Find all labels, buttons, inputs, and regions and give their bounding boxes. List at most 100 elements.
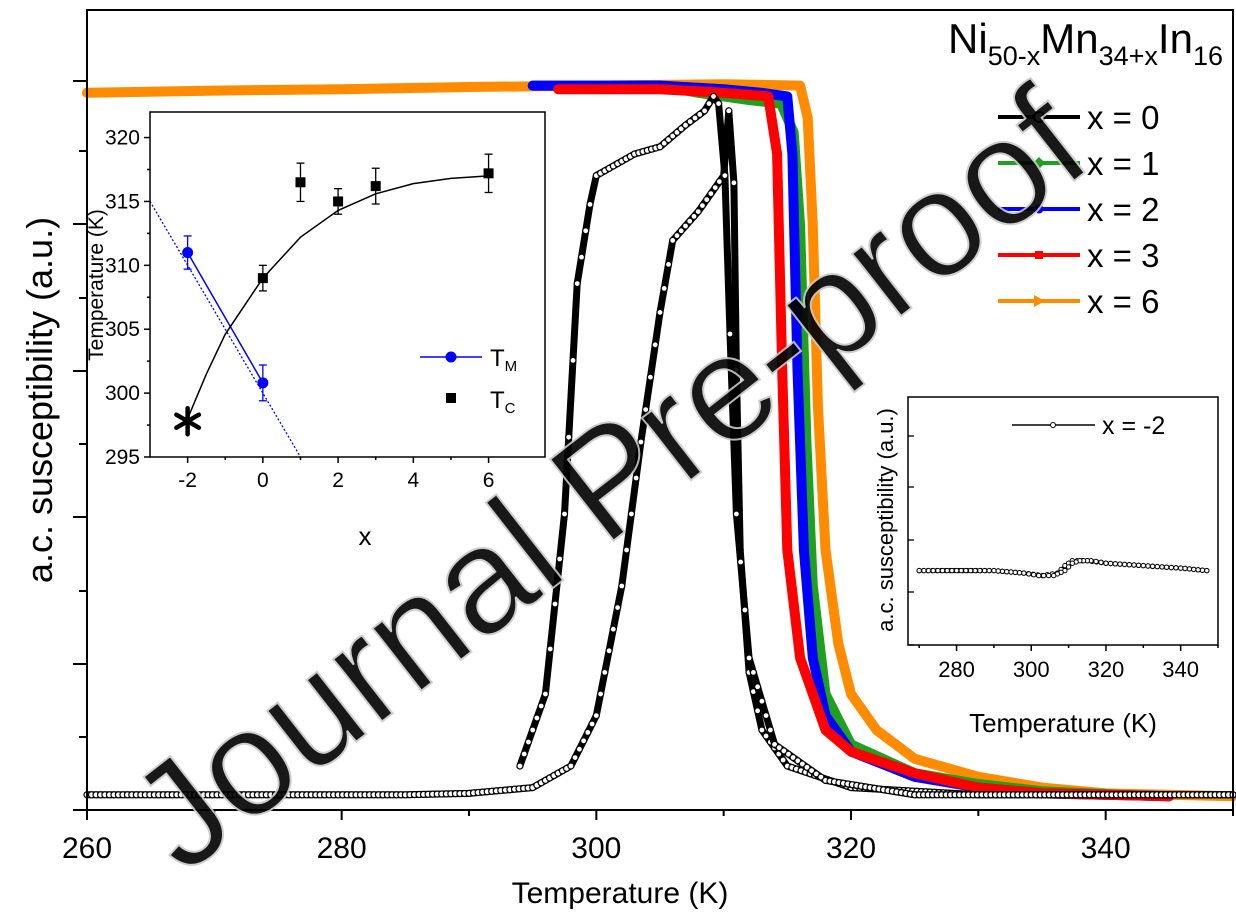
composition-annotation: Ni50-xMn34+xIn16 xyxy=(948,15,1223,71)
main-x0-marker xyxy=(573,280,581,288)
inset-right-marker xyxy=(1117,561,1123,567)
main-x0-marker xyxy=(691,114,699,122)
main-x-axis-label: Temperature (K) xyxy=(512,877,729,910)
main-x0-marker xyxy=(660,284,668,292)
inset-left-y-tick-label: 295 xyxy=(105,446,140,469)
inset-right-marker xyxy=(986,567,992,574)
inset-right-marker xyxy=(1145,563,1151,569)
inset-right-x-tick-label: 340 xyxy=(1162,657,1199,682)
main-x0-marker xyxy=(686,217,694,225)
inset-right-marker xyxy=(1098,559,1104,565)
main-x0-marker xyxy=(725,107,733,115)
main-x0-marker xyxy=(546,645,554,653)
main-x0-marker xyxy=(681,121,690,129)
legend-marker xyxy=(1034,295,1045,307)
inset-right-marker xyxy=(1026,571,1032,577)
inset-right-marker xyxy=(1041,572,1047,579)
main-x0-marker xyxy=(753,683,762,691)
legend-label: x = 6 xyxy=(1087,283,1159,320)
main-x0-marker xyxy=(707,190,715,198)
main-series-group xyxy=(82,79,1236,802)
main-x0-marker xyxy=(705,99,713,108)
main-x0-marker xyxy=(601,668,609,677)
legend-label: x = 3 xyxy=(1087,237,1159,274)
main-x0-marker xyxy=(565,433,573,441)
main-x0-marker xyxy=(577,253,586,261)
inset-right-marker xyxy=(1154,563,1161,570)
main-x0-marker xyxy=(588,720,596,728)
inset-right-marker xyxy=(1021,570,1027,576)
main-x0-marker xyxy=(571,753,579,762)
main-x0-marker xyxy=(582,227,590,235)
inset-right-marker xyxy=(981,567,988,574)
inset-left-y-axis: 295 300 305 310 315 320 xyxy=(105,127,150,469)
inset-right-marker xyxy=(1149,563,1156,569)
inset-left-x-tick-label: 6 xyxy=(483,469,495,492)
main-x0-marker xyxy=(669,236,677,244)
inset-right-marker xyxy=(1031,572,1037,578)
inset-right-marker xyxy=(967,567,974,574)
inset-right-marker xyxy=(1126,562,1133,568)
main-x0-marker xyxy=(696,110,704,119)
tc-legend-marker xyxy=(446,393,456,403)
main-x0-marker xyxy=(656,308,664,316)
inset-right-marker xyxy=(1036,572,1042,579)
main-x0-marker xyxy=(609,625,617,633)
main-x0-marker xyxy=(618,582,626,590)
main-y-axis-label: a.c. susceptibility (a.u.) xyxy=(19,217,60,583)
main-x0-marker xyxy=(775,744,783,752)
inset-right-marker xyxy=(1065,564,1072,570)
legend-label: x = 1 xyxy=(1087,145,1159,182)
inset-right-frame xyxy=(907,396,1219,646)
main-x0-marker xyxy=(681,222,690,230)
main-x-tick-label: 260 xyxy=(62,832,112,865)
inset-right-marker xyxy=(1069,560,1076,566)
main-x0-marker xyxy=(516,762,524,770)
inset-right-marker xyxy=(1093,558,1099,565)
main-x0-marker xyxy=(758,726,766,734)
inset-right-marker xyxy=(921,567,927,574)
main-x0-marker xyxy=(762,711,770,720)
main-x0-marker xyxy=(605,647,613,655)
inset-left-x-axis: -2 0 2 4 6 xyxy=(178,457,494,492)
inset-left-x-tick-label: -2 xyxy=(178,469,197,492)
main-x0-marker xyxy=(741,606,749,614)
main-x0-marker xyxy=(730,179,738,187)
inset-left-y-axis-label: Temperature (K) xyxy=(85,209,108,361)
inset-right-marker xyxy=(939,567,946,574)
inset-left-x-tick-label: 0 xyxy=(257,469,269,492)
tm-legend-label: TM xyxy=(490,345,517,375)
tm-line xyxy=(186,252,264,384)
inset-right-x-tick-label: 300 xyxy=(1013,657,1050,682)
main-x0-marker xyxy=(753,707,762,715)
inset-right-marker xyxy=(1016,570,1023,576)
main-x0-marker xyxy=(711,184,719,192)
inset-right-x-tick-label: 280 xyxy=(938,657,975,682)
legend-marker xyxy=(1033,157,1045,169)
tc-point xyxy=(483,168,494,179)
main-x0-marker xyxy=(709,92,718,101)
inset-right-marker xyxy=(1163,564,1170,570)
inset-right-marker xyxy=(1168,564,1175,571)
tc-point xyxy=(370,181,381,192)
main-x0-marker xyxy=(584,728,592,737)
main-plot: 260 280 300 320 340 Temperature (K) a.c. sus… xyxy=(19,9,1236,910)
main-series-x-0 xyxy=(83,92,1236,799)
inset-right-marker xyxy=(1131,562,1137,568)
inset-right-series-group xyxy=(916,558,1210,579)
main-x0-marker xyxy=(789,753,797,762)
main-plot-frame xyxy=(86,9,1234,811)
inset-left-x-tick-label: 4 xyxy=(407,469,419,492)
main-x0-marker xyxy=(596,690,605,698)
legend-marker xyxy=(1033,111,1045,123)
inset-right-x-tick-label: 320 xyxy=(1088,657,1125,682)
legend-label: x = 0 xyxy=(1087,99,1159,136)
main-x0-marker xyxy=(541,690,550,698)
tc-legend-label: TC xyxy=(490,387,516,417)
inset-right-x-axis: 280 300 320 340 xyxy=(908,435,1219,682)
inset-left-y-tick-label: 310 xyxy=(105,254,140,277)
main-x0-marker xyxy=(613,603,622,612)
main-x0-marker xyxy=(732,510,741,518)
legend-label: x = 2 xyxy=(1087,191,1159,228)
legend-marker xyxy=(1035,251,1043,259)
